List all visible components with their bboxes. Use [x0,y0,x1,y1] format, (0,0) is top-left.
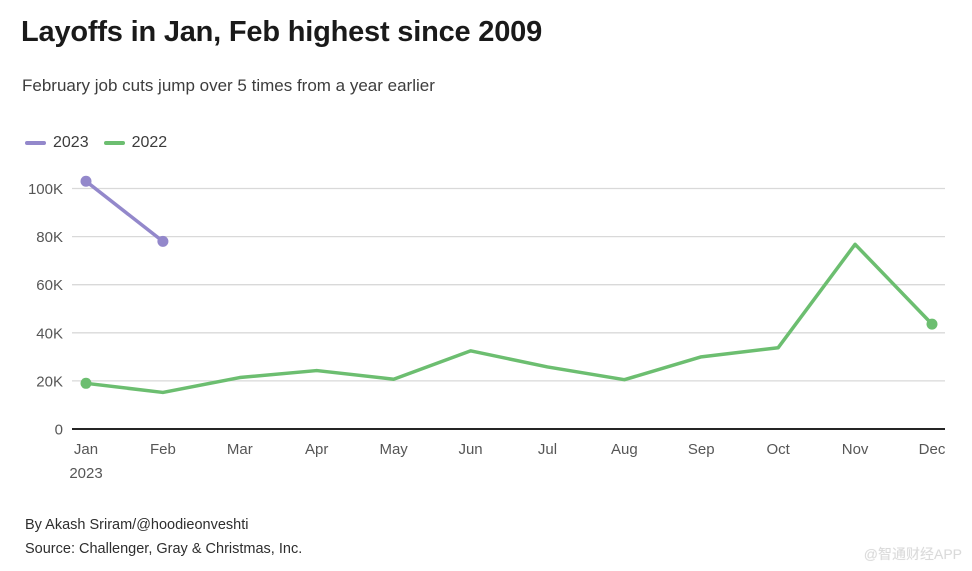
legend-item-2022: 2022 [103,134,168,152]
x-tick-Mar: Mar [227,441,253,458]
x-tick-Jun: Jun [458,441,482,458]
legend-swatch-2022 [103,141,125,145]
series-2023-start-point [80,175,92,187]
y-tick-0: 0 [55,422,63,439]
source-line: Source: Challenger, Gray & Christmas, In… [25,540,303,557]
legend-label-2023: 2023 [53,134,89,151]
x-tick-Jan: Jan [74,441,98,458]
series-line-2023 [84,179,165,244]
x-tick-Feb: Feb [150,441,176,458]
legend-item-2023: 2023 [25,134,89,152]
x-tick-Oct: Oct [767,441,791,458]
x-tick-Jul: Jul [538,441,557,458]
y-tick-60K: 60K [36,277,63,294]
legend-label-2022: 2022 [131,134,168,151]
y-tick-40K: 40K [36,325,63,342]
series-2022-end-point [926,318,938,330]
x-tick-year-label: 2023 [69,465,102,482]
y-tick-20K: 20K [36,373,63,390]
page-title: Layoffs in Jan, Feb highest since 2009 [21,16,543,48]
x-tick-Nov: Nov [842,441,869,458]
x-tick-Apr: Apr [305,441,328,458]
chart-footer: By Akash Sriram/@hoodieonveshti Source: … [25,514,302,562]
series-2023-end-point [157,235,169,247]
x-tick-Dec: Dec [919,441,946,458]
legend-swatch-2023 [25,141,46,145]
watermark: @智通财经APP [863,546,962,562]
series-line-2022 [84,242,934,395]
page-subtitle: February job cuts jump over 5 times from… [22,76,435,95]
byline: By Akash Sriram/@hoodieonveshti [25,517,249,533]
chart-legend: 2023 2022 [25,134,167,152]
y-tick-80K: 80K [36,229,63,246]
y-tick-100K: 100K [28,181,63,198]
x-tick-Sep: Sep [688,441,715,458]
x-tick-Aug: Aug [611,441,638,458]
series-2022-start-point [80,377,92,389]
x-tick-May: May [379,441,408,458]
